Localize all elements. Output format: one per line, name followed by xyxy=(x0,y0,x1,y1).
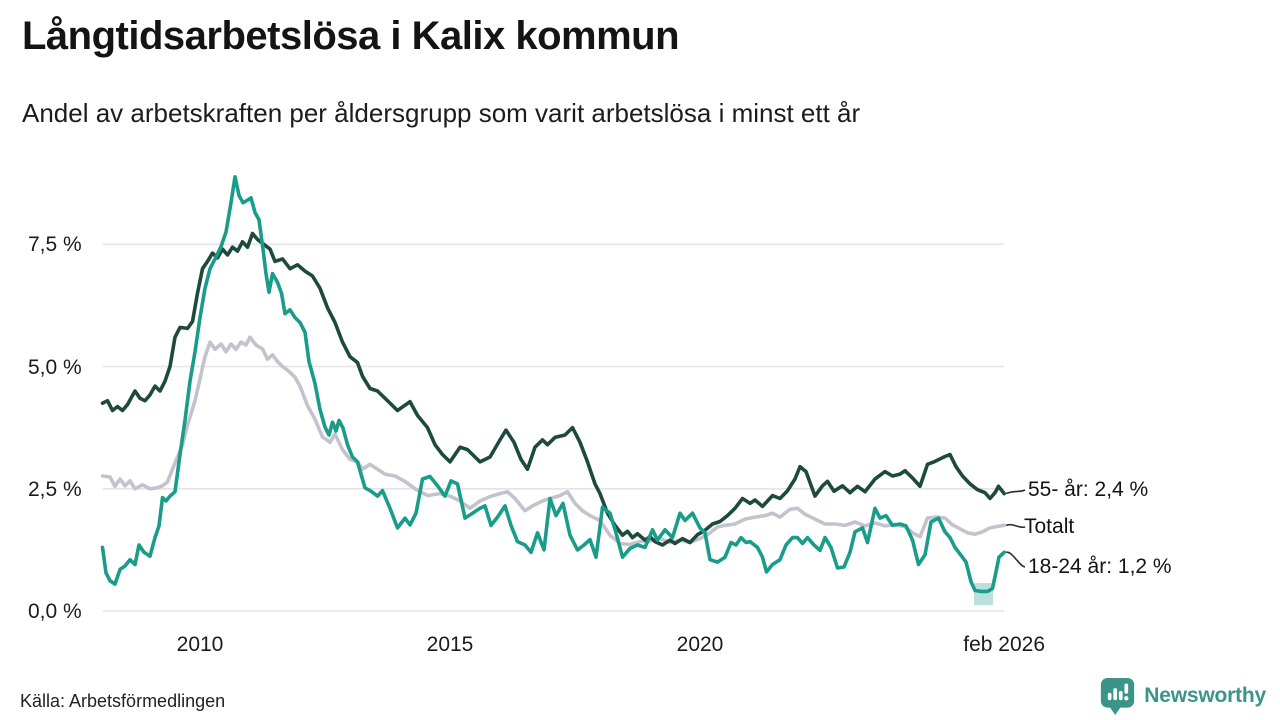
newsworthy-pin-icon xyxy=(1099,676,1136,716)
y-axis-tick-label: 2,5 % xyxy=(28,477,82,501)
newsworthy-wordmark: Newsworthy xyxy=(1144,684,1266,707)
newsworthy-logo: Newsworthy xyxy=(1099,676,1266,716)
series-end-label-18-24: 18-24 år: 1,2 % xyxy=(1028,555,1172,578)
x-axis-tick-label: 2020 xyxy=(676,633,724,656)
series-end-label-totalt: Totalt xyxy=(1024,515,1075,538)
y-axis-tick-label: 0,0 % xyxy=(28,600,82,623)
x-axis-tick-label: feb 2026 xyxy=(963,633,1046,656)
y-axis-tick-label: 5,0 % xyxy=(28,355,82,379)
x-axis-tick-label: 2015 xyxy=(426,633,474,656)
source-note: Källa: Arbetsförmedlingen xyxy=(20,691,226,711)
y-axis-tick-label: 7,5 % xyxy=(28,233,82,257)
page-title: Långtidsarbetslösa i Kalix kommun xyxy=(22,14,680,58)
page-subtitle: Andel av arbetskraften per åldersgrupp s… xyxy=(22,98,861,128)
x-axis-tick-label: 2010 xyxy=(176,633,224,656)
series-end-label-55: 55- år: 2,4 % xyxy=(1028,478,1149,501)
